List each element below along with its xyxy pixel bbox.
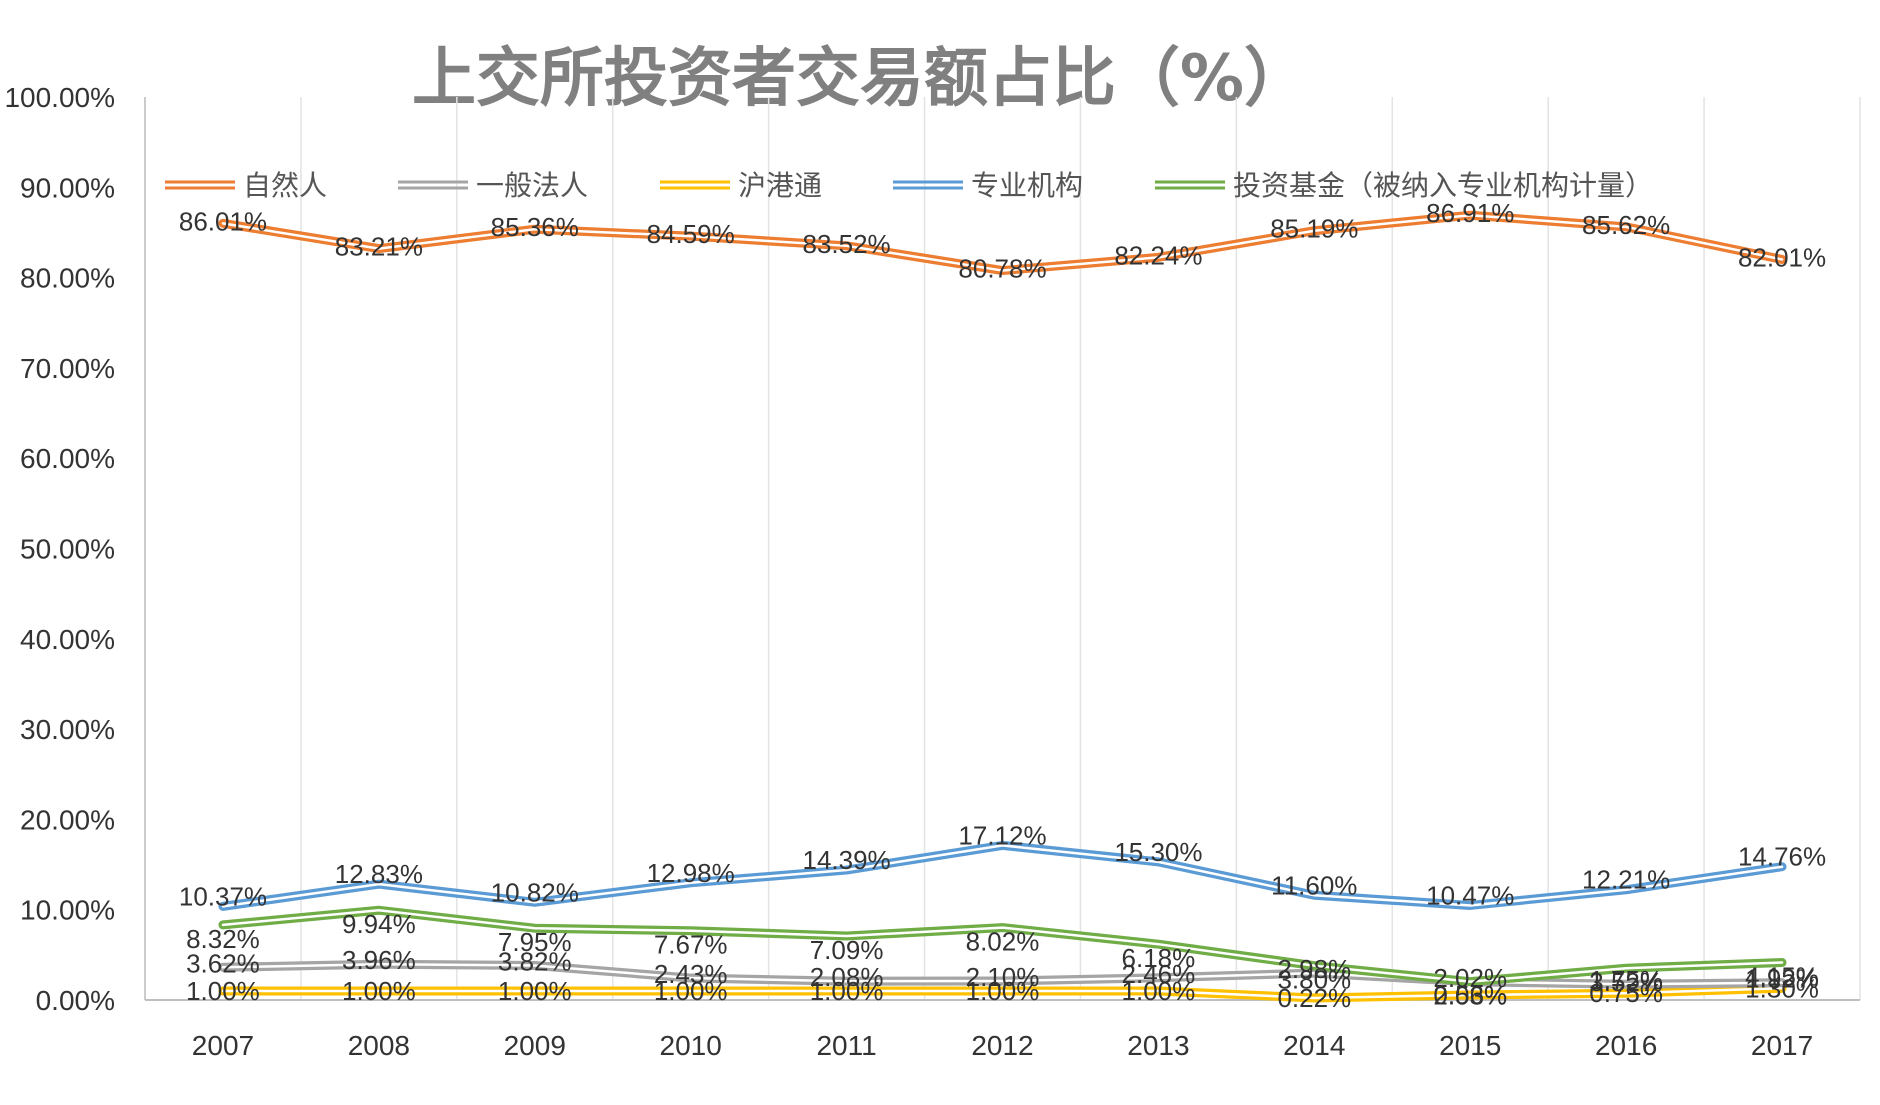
data-label: 82.01% <box>1738 242 1826 272</box>
series-lines <box>218 210 1787 1003</box>
legend-label: 投资基金（被纳入专业机构计量） <box>1233 169 1653 202</box>
data-label: 7.67% <box>654 930 728 960</box>
data-label: 0.75% <box>1589 978 1663 1008</box>
data-label: 10.47% <box>1426 880 1514 910</box>
legend-label: 沪港通 <box>738 169 822 202</box>
x-tick-label: 2015 <box>1439 1030 1501 1061</box>
data-label: 3.82% <box>498 947 572 977</box>
data-label: 7.95% <box>498 927 572 957</box>
y-tick-label: 70.00% <box>20 353 115 384</box>
y-tick-label: 0.00% <box>36 985 115 1016</box>
data-label: 1.00% <box>810 976 884 1006</box>
series-line-highlight <box>221 213 1784 272</box>
data-label: 1.75% <box>1589 965 1663 995</box>
data-label: 2.46% <box>1122 959 1196 989</box>
data-label: 1.00% <box>1122 976 1196 1006</box>
data-label: 7.09% <box>810 935 884 965</box>
data-label: 8.32% <box>186 924 260 954</box>
y-tick-label: 10.00% <box>20 895 115 926</box>
y-tick-label: 60.00% <box>20 443 115 474</box>
data-label: 2.08% <box>810 962 884 992</box>
data-label: 0.22% <box>1277 983 1351 1013</box>
x-tick-label: 2007 <box>192 1030 254 1061</box>
data-label: 1.30% <box>1745 973 1819 1003</box>
data-label: 1.92% <box>1745 964 1819 994</box>
data-label: 4.15% <box>1745 962 1819 992</box>
series-line-highlight <box>221 962 1784 986</box>
data-label: 3.52% <box>1589 967 1663 997</box>
x-tick-label: 2016 <box>1595 1030 1657 1061</box>
data-label: 3.80% <box>1277 965 1351 995</box>
data-label: 1.00% <box>654 976 728 1006</box>
y-tick-label: 90.00% <box>20 172 115 203</box>
data-label: 6.18% <box>1122 943 1196 973</box>
legend: 自然人 一般法人 沪港通 专业机构 投资基金（被纳入专业机构计量） <box>165 169 1653 202</box>
x-tick-label: 2010 <box>660 1030 722 1061</box>
x-tick-label: 2013 <box>1127 1030 1189 1061</box>
data-label: 10.82% <box>491 877 579 907</box>
series-line-highlight <box>221 844 1784 908</box>
data-labels: 86.01% 83.21% 85.36% 84.59% 83.52% 80.78% 82.2… <box>179 198 1826 1013</box>
data-label: 9.94% <box>342 909 416 939</box>
y-axis-ticks: 0.00% 10.00% 20.00% 30.00% 40.00% 50.00% 60.00… <box>4 82 115 1016</box>
x-tick-label: 2008 <box>348 1030 410 1061</box>
data-label: 83.21% <box>335 232 423 262</box>
legend-label: 自然人 <box>243 169 327 202</box>
data-label: 86.91% <box>1426 198 1514 228</box>
y-tick-label: 80.00% <box>20 263 115 294</box>
data-label: 1.00% <box>342 976 416 1006</box>
data-label: 12.21% <box>1582 865 1670 895</box>
y-tick-label: 30.00% <box>20 714 115 745</box>
data-label: 1.00% <box>186 976 260 1006</box>
y-tick-label: 100.00% <box>4 82 115 113</box>
y-tick-label: 20.00% <box>20 804 115 835</box>
data-label: 11.60% <box>1271 870 1357 900</box>
data-label: 2.10% <box>966 962 1040 992</box>
data-label: 15.30% <box>1114 837 1202 867</box>
data-label: 8.02% <box>966 927 1040 957</box>
data-label: 17.12% <box>958 820 1046 850</box>
data-label: 3.96% <box>342 945 416 975</box>
data-label: 2.98% <box>1277 954 1351 984</box>
data-label: 12.83% <box>335 859 423 889</box>
data-label: 1.00% <box>498 976 572 1006</box>
x-tick-label: 2017 <box>1751 1030 1813 1061</box>
data-label: 85.19% <box>1270 214 1358 244</box>
data-label: 3.62% <box>186 948 260 978</box>
data-label: 82.24% <box>1114 240 1202 270</box>
series-line-highlight <box>221 987 1784 1000</box>
x-tick-label: 2014 <box>1283 1030 1345 1061</box>
x-tick-label: 2011 <box>816 1030 876 1061</box>
axes <box>144 97 1860 1001</box>
data-label: 10.37% <box>179 881 267 911</box>
data-label: 84.59% <box>647 219 735 249</box>
y-tick-label: 40.00% <box>20 624 115 655</box>
x-tick-label: 2012 <box>971 1030 1033 1061</box>
y-tick-label: 50.00% <box>20 534 115 565</box>
series-line-highlight <box>221 908 1784 983</box>
data-label: 1.00% <box>966 976 1040 1006</box>
chart-title: 上交所投资者交易额占比（%） <box>412 42 1308 116</box>
data-label: 14.39% <box>802 845 890 875</box>
data-label: 85.62% <box>1582 210 1670 240</box>
x-tick-label: 2009 <box>504 1030 566 1061</box>
data-label: 2.03% <box>1433 981 1507 1011</box>
data-label: 2.43% <box>654 959 728 989</box>
data-label: 14.76% <box>1738 842 1826 872</box>
data-label: 86.01% <box>179 206 267 236</box>
data-label: 85.36% <box>491 212 579 242</box>
legend-label: 专业机构 <box>971 169 1083 202</box>
data-label: 12.98% <box>647 858 735 888</box>
legend-label: 一般法人 <box>476 169 588 202</box>
data-label: 83.52% <box>802 229 890 259</box>
data-label: 2.02% <box>1433 963 1507 993</box>
data-label: 0.56% <box>1433 980 1507 1010</box>
x-axis-ticks: 2007 2008 2009 2010 2011 2012 2013 2014 2015 2016… <box>192 1030 1813 1061</box>
data-label: 80.78% <box>958 254 1046 284</box>
